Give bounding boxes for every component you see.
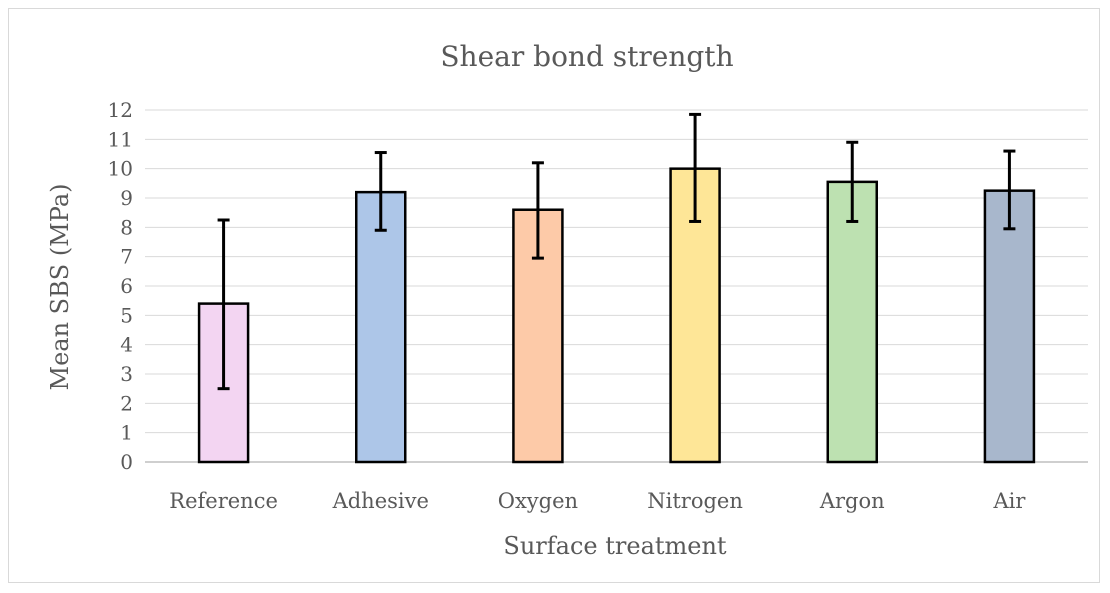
y-tick-label: 10 — [108, 157, 133, 181]
x-tick-label: Air — [992, 489, 1026, 513]
y-tick-label: 8 — [120, 215, 133, 239]
y-tick-label: 2 — [120, 391, 133, 415]
x-tick-label: Oxygen — [498, 489, 578, 513]
y-tick-label: 6 — [120, 274, 133, 298]
x-tick-label: Nitrogen — [647, 489, 743, 513]
y-tick-label: 5 — [120, 303, 133, 327]
x-tick-label: Reference — [169, 489, 278, 513]
x-tick-label: Argon — [819, 489, 885, 513]
y-tick-label: 4 — [120, 333, 133, 357]
gridlines — [145, 109, 1088, 463]
y-tick-label: 9 — [120, 186, 133, 210]
x-axis-title: Surface treatment — [503, 532, 727, 560]
bar — [355, 190, 407, 464]
bar — [983, 189, 1036, 464]
y-tick-label: 11 — [108, 127, 133, 151]
y-tick-label: 12 — [108, 98, 133, 122]
y-tick-label: 7 — [120, 245, 133, 269]
chart-title: Shear bond strength — [440, 40, 733, 73]
x-tick-label: Adhesive — [332, 489, 429, 513]
bars — [197, 167, 1036, 464]
bar — [826, 180, 878, 464]
error-bars — [217, 112, 1016, 391]
y-tick-label: 1 — [120, 421, 133, 445]
y-tick-label: 3 — [120, 362, 133, 386]
x-tick-labels: Reference Adhesive Oxygen Nitrogen Argon Air — [169, 489, 1026, 513]
y-tick-label: 0 — [120, 450, 133, 474]
y-axis-title: Mean SBS (MPa) — [46, 184, 74, 391]
